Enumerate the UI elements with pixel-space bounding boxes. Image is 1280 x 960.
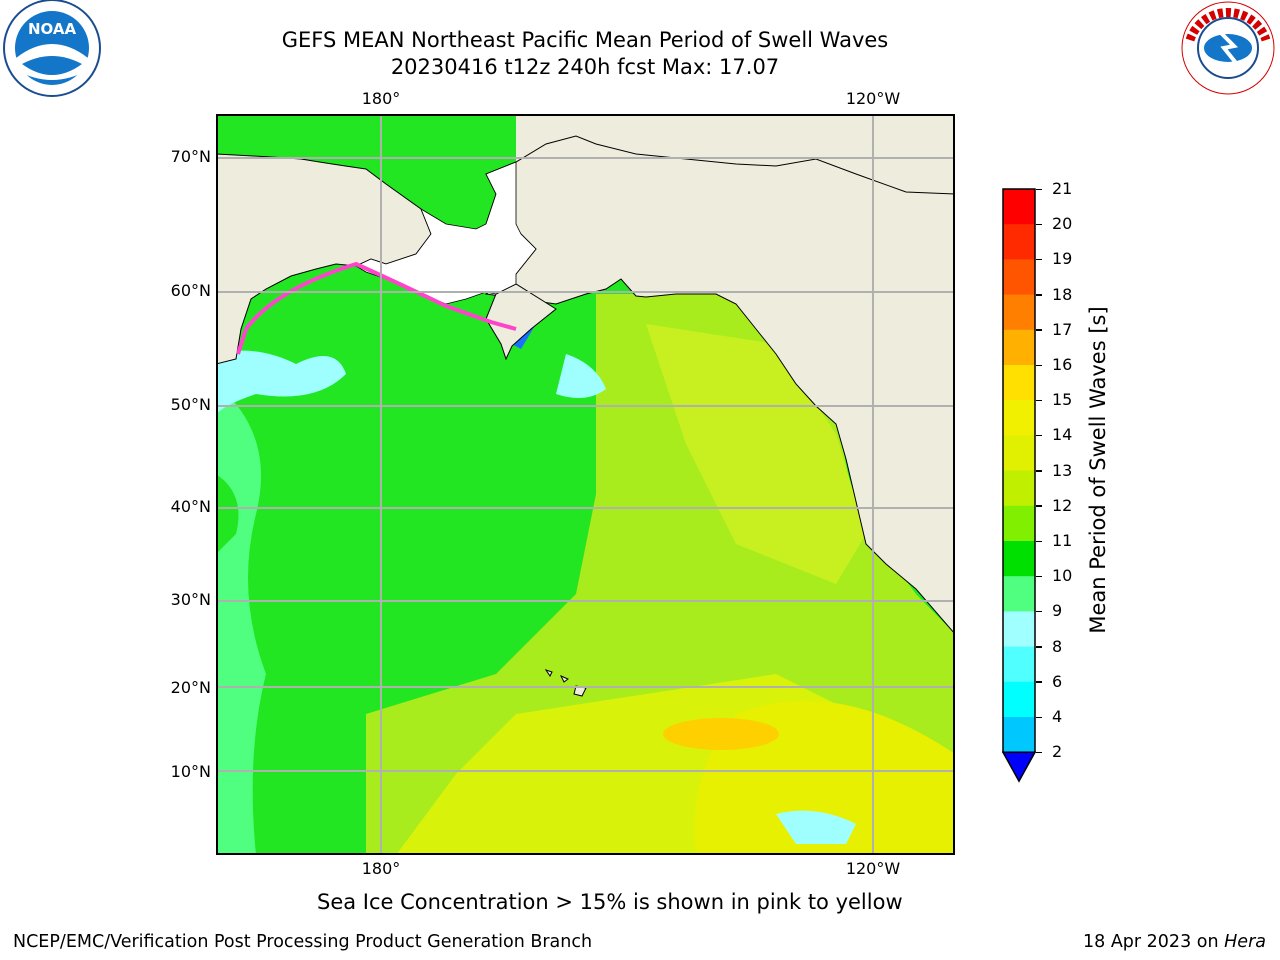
colorbar-tick-label: 19: [1052, 249, 1073, 269]
colorbar-tick-label: 14: [1052, 425, 1073, 445]
swell-9-10s-west: [216, 384, 266, 855]
colorbar-segment: [1003, 576, 1035, 612]
colorbar-tick-label: 18: [1052, 284, 1073, 304]
colorbar-tick-mark: [1036, 364, 1042, 366]
colorbar-tick-label: 8: [1052, 636, 1063, 656]
colorbar-tick-label: 4: [1052, 707, 1063, 726]
colorbar-tick-mark: [1036, 681, 1042, 683]
land-chukotka: [216, 153, 432, 365]
colorbar-tick-mark: [1036, 329, 1042, 331]
colorbar-tick-mark: [1036, 294, 1042, 296]
footer-branch: NCEP/EMC/Verification Post Processing Pr…: [13, 932, 593, 952]
colorbar-tick-mark: [1036, 188, 1042, 190]
colorbar: [1001, 188, 1037, 783]
footer-date-text: 18 Apr 2023 on: [1083, 932, 1225, 952]
colorbar-tick-label: 11: [1052, 531, 1073, 550]
chart-title: GEFS MEAN Northeast Pacific Mean Period …: [281, 28, 889, 52]
lon-label-bottom-180: 180°: [361, 859, 401, 878]
colorbar-segment: [1003, 294, 1035, 331]
colorbar-segment: [1003, 681, 1035, 718]
lat-label-40n: 40°N: [170, 497, 211, 516]
swell-12-13s-region-north: [646, 324, 866, 584]
colorbar-tick-label: 6: [1052, 671, 1063, 691]
footer-host: Hera: [1224, 932, 1266, 952]
swell-period-map: [216, 114, 955, 855]
colorbar-tick-mark: [1036, 434, 1042, 437]
colorbar-tick-mark: [1036, 751, 1042, 754]
lat-label-70n: 70°N: [170, 147, 211, 166]
nws-logo: [1178, 0, 1278, 100]
lat-label-10n: 10°N: [170, 762, 211, 781]
lon-label-top-180: 180°: [361, 89, 401, 108]
colorbar-tick-mark: [1036, 223, 1042, 226]
lat-label-30n: 30°N: [170, 590, 211, 609]
map-frame: [216, 114, 955, 855]
noaa-logo-text: NOAA: [28, 20, 77, 38]
chart-subtitle: 20230416 t12z 240h fcst Max: 17.07: [390, 55, 780, 79]
swell-8-9s-west: [216, 350, 346, 414]
noaa-logo: NOAA: [2, 0, 102, 100]
colorbar-tick-label: 10: [1052, 566, 1073, 586]
colorbar-tick-mark: [1036, 505, 1042, 507]
sea-ice-edge: [244, 261, 517, 331]
colorbar-tick-label: 16: [1052, 355, 1073, 374]
lon-label-top-120w: 120°W: [845, 89, 901, 108]
colorbar-segment: [1003, 329, 1035, 366]
graticule: [216, 114, 955, 855]
colorbar-tick-label: 12: [1052, 495, 1073, 515]
colorbar-segment: [1003, 611, 1035, 648]
colorbar-label: Mean Period of Swell Waves [s]: [1086, 306, 1110, 634]
colorbar-tick-mark: [1036, 646, 1042, 648]
colorbar-tick-label: 20: [1052, 214, 1073, 234]
sea-ice-caption: Sea Ice Concentration > 15% is shown in …: [317, 890, 903, 914]
swell-16-17s-patch: [663, 718, 779, 750]
lon-label-bottom-120w: 120°W: [845, 859, 901, 878]
colorbar-segment: [1003, 717, 1035, 753]
land-arctic-north: [516, 114, 955, 194]
colorbar-tick-label: 21: [1052, 179, 1073, 198]
colorbar-tick-label: 9: [1052, 601, 1063, 621]
colorbar-tick-mark: [1036, 575, 1042, 578]
colorbar-extend-arrow: [1001, 751, 1037, 783]
sea-ice-edge-west: [236, 328, 248, 355]
colorbar-segment: [1003, 224, 1035, 260]
colorbar-tick-label: 17: [1052, 319, 1073, 339]
colorbar-tick-mark: [1036, 610, 1042, 613]
colorbar-frame: [1002, 188, 1036, 753]
swell-8-9s-gulf: [556, 354, 606, 398]
swell-8-9s-south: [776, 810, 856, 844]
colorbar-segment: [1003, 541, 1035, 577]
colorbar-segment: [1003, 646, 1035, 683]
footer-date: 18 Apr 2023 on Hera: [1083, 932, 1266, 952]
colorbar-tick-label: 13: [1052, 460, 1073, 480]
colorbar-segment: [1003, 505, 1035, 542]
colorbar-segment: [1003, 400, 1035, 436]
colorbar-tick-mark: [1036, 540, 1042, 542]
colorbar-tick-mark: [1036, 399, 1042, 402]
colorbar-tick-mark: [1036, 258, 1042, 261]
colorbar-segment: [1003, 259, 1035, 296]
lat-label-60n: 60°N: [170, 281, 211, 300]
colorbar-tick-mark: [1036, 470, 1042, 472]
lat-label-50n: 50°N: [170, 395, 211, 414]
colorbar-tick-label: 2: [1052, 742, 1063, 762]
lat-label-20n: 20°N: [170, 678, 211, 697]
colorbar-tick-label: 15: [1052, 390, 1073, 410]
colorbar-segment: [1003, 365, 1035, 401]
colorbar-segment: [1003, 435, 1035, 472]
colorbar-segment: [1003, 470, 1035, 507]
colorbar-tick-mark: [1036, 716, 1042, 718]
colorbar-segment: [1003, 189, 1035, 225]
